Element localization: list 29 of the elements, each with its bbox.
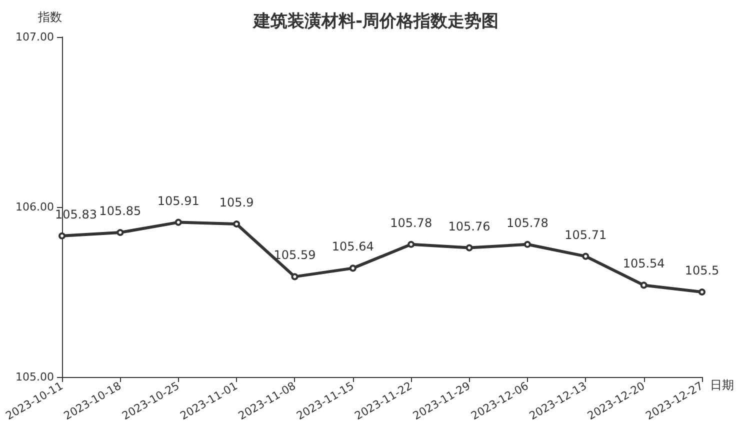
point — [524, 240, 531, 248]
point — [349, 264, 356, 272]
data-label: 105.78 — [506, 216, 548, 230]
point — [408, 240, 415, 248]
data-label: 105.64 — [332, 240, 374, 254]
y-tick-label: 107.00 — [16, 30, 54, 44]
chart-title: 建筑装潢材料-周价格指数走势图 — [251, 12, 499, 32]
data-label: 105.59 — [274, 248, 316, 262]
y-axis-title: 指数 — [37, 10, 62, 24]
point — [698, 288, 706, 296]
data-label: 105.71 — [564, 228, 607, 242]
data-label: 105.54 — [622, 256, 665, 271]
point — [233, 220, 240, 228]
x-axis-title: 日期 — [710, 378, 734, 392]
data-label: 105.85 — [99, 204, 142, 218]
data-label: 105.91 — [157, 194, 200, 208]
data-label: 105.5 — [684, 264, 720, 278]
point — [116, 229, 124, 236]
y-tick-label: 106.00 — [16, 200, 54, 214]
point — [640, 282, 648, 289]
point — [58, 232, 66, 240]
point — [582, 252, 590, 260]
data-label: 105.9 — [219, 196, 254, 210]
point — [291, 273, 298, 280]
point — [174, 218, 182, 226]
data-label: 105.76 — [448, 219, 490, 234]
data-label: 105.78 — [390, 216, 432, 230]
y-tick-label: 105.00 — [16, 370, 54, 384]
point — [466, 244, 473, 252]
